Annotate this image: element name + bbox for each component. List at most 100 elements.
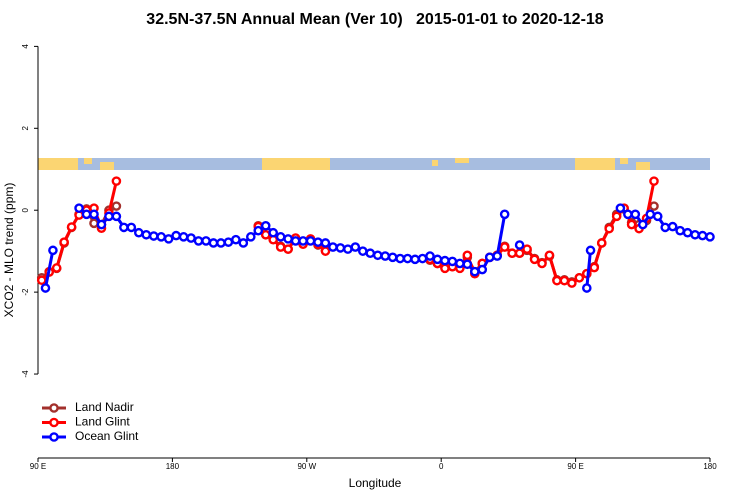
legend-marker xyxy=(49,417,59,428)
point xyxy=(705,232,715,242)
point xyxy=(559,275,570,286)
point xyxy=(201,236,211,246)
point xyxy=(372,250,383,261)
point xyxy=(365,248,376,259)
point xyxy=(649,201,659,211)
point xyxy=(89,218,99,229)
x-axis-label: Longitude xyxy=(349,476,402,490)
x-tick-label: 180 xyxy=(703,462,717,471)
legend-label: Land Glint xyxy=(75,415,130,429)
point xyxy=(81,209,92,220)
x-tick-label: 0 xyxy=(439,462,444,471)
point xyxy=(660,222,671,233)
point xyxy=(298,236,308,246)
point xyxy=(623,209,633,220)
point xyxy=(171,230,181,241)
point xyxy=(193,236,204,246)
point xyxy=(320,246,331,256)
point xyxy=(343,244,353,254)
legend-marker xyxy=(49,403,59,413)
point xyxy=(133,227,144,238)
point xyxy=(290,236,301,246)
point xyxy=(604,223,615,234)
y-tick-label: -4 xyxy=(21,370,30,378)
point xyxy=(675,225,685,236)
point xyxy=(537,258,547,269)
point xyxy=(626,219,637,230)
point xyxy=(305,236,316,246)
point xyxy=(447,256,458,267)
point xyxy=(455,258,465,269)
point xyxy=(104,211,114,222)
point xyxy=(477,264,488,275)
point xyxy=(567,278,577,288)
x-tick-label: 90 E xyxy=(567,462,583,471)
point xyxy=(440,255,450,266)
series-line xyxy=(44,207,711,289)
point xyxy=(163,234,174,244)
point xyxy=(514,240,525,250)
point xyxy=(320,238,331,248)
y-axis-label: XCO2 - MLO trend (ppm) xyxy=(2,183,16,318)
point xyxy=(697,230,708,241)
point xyxy=(216,238,226,248)
point xyxy=(611,211,622,222)
point xyxy=(66,222,77,232)
point xyxy=(260,229,271,240)
point xyxy=(585,245,596,256)
point xyxy=(119,222,129,233)
point xyxy=(630,209,641,220)
chart-title: 32.5N-37.5N Annual Mean (Ver 10) 2015-01… xyxy=(146,11,604,28)
y-tick-label: 4 xyxy=(21,44,30,49)
point xyxy=(51,263,62,273)
x-tick-label: 90 W xyxy=(297,462,316,471)
point xyxy=(387,252,398,263)
land-ocean-strip xyxy=(38,158,710,170)
point xyxy=(111,201,122,211)
point xyxy=(574,272,585,283)
point xyxy=(589,262,600,273)
point xyxy=(260,220,271,231)
x-tick-label: 180 xyxy=(166,462,180,471)
point xyxy=(283,244,293,254)
point xyxy=(40,283,51,293)
point xyxy=(410,254,420,265)
point xyxy=(350,242,361,252)
point xyxy=(682,227,693,238)
series-line xyxy=(40,204,656,284)
point xyxy=(462,259,473,270)
point xyxy=(649,176,659,186)
point xyxy=(667,221,678,232)
point xyxy=(425,251,435,261)
point xyxy=(111,176,122,186)
point xyxy=(48,245,58,256)
point xyxy=(208,238,219,248)
point xyxy=(275,242,286,252)
point xyxy=(552,275,562,286)
point xyxy=(283,234,293,244)
point xyxy=(544,250,555,261)
point xyxy=(514,248,525,259)
point xyxy=(238,238,249,248)
point xyxy=(357,246,368,256)
legend-label: Ocean Glint xyxy=(75,429,139,443)
x-tick-label: 90 E xyxy=(30,462,46,471)
point xyxy=(522,244,532,254)
point xyxy=(469,266,480,277)
point xyxy=(462,250,473,261)
point xyxy=(432,254,443,265)
point xyxy=(96,219,107,230)
point xyxy=(245,232,256,242)
point xyxy=(328,242,338,252)
y-tick-label: -2 xyxy=(21,288,30,296)
point xyxy=(59,237,69,247)
legend-label: Land Nadir xyxy=(75,400,134,414)
point xyxy=(111,211,122,222)
point xyxy=(74,203,84,213)
point xyxy=(36,275,47,286)
point xyxy=(440,263,450,274)
point xyxy=(499,242,510,252)
point xyxy=(645,209,656,220)
point xyxy=(313,237,323,247)
point xyxy=(126,222,137,233)
